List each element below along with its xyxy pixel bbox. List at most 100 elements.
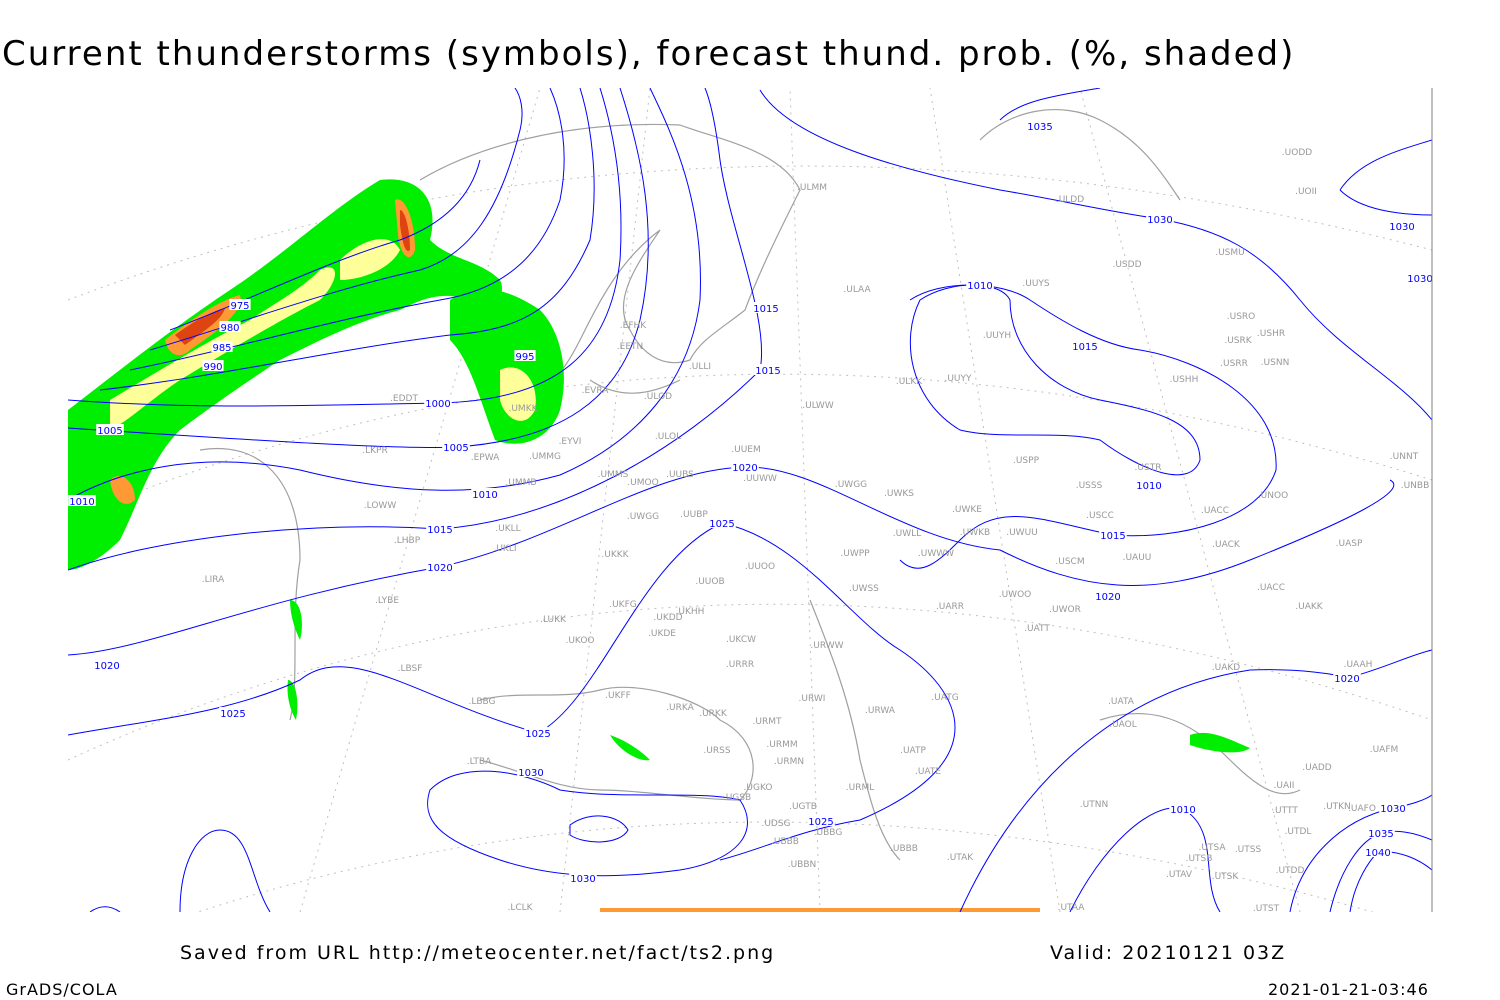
station-label: .UNNT — [1390, 452, 1419, 462]
station-label: .EETN — [617, 342, 643, 352]
isobar-label-background — [1388, 220, 1416, 231]
isobar-label: 1030 — [570, 874, 595, 885]
station-label: .URMT — [753, 717, 782, 727]
isobar-label-background — [517, 766, 545, 777]
station-label: .UTDD — [1276, 866, 1305, 876]
isobar-label: 1030 — [1389, 222, 1414, 233]
station-label: .UWPP — [840, 549, 870, 559]
station-label: .EYVI — [559, 437, 582, 447]
station-label: .UWLL — [893, 529, 921, 539]
isobar-label: 1030 — [1147, 215, 1172, 226]
station-label: .UKOO — [565, 636, 594, 646]
station-label: .USRO — [1227, 312, 1256, 322]
station-label: .UUEM — [731, 445, 761, 455]
coastlines — [199, 109, 1301, 861]
station-label: .UKHH — [676, 607, 705, 617]
station-label: .EFHK — [620, 321, 647, 331]
isobar-label-background — [1026, 120, 1054, 131]
station-label: .UTAV — [1166, 870, 1193, 880]
isobar-label: 1010 — [472, 490, 497, 501]
isobar-label: 1025 — [525, 729, 550, 740]
isobar-label: 1005 — [443, 443, 468, 454]
isobar-label: 1025 — [808, 817, 833, 828]
isobar-label: 975 — [230, 301, 249, 312]
station-label: .USRR — [1220, 359, 1248, 369]
station-label: .UTSB — [1186, 854, 1213, 864]
station-label: .EDDT — [390, 394, 418, 404]
isobar-labels: 975 980 985 990 995 1000 1005 1005 1010 1010 1010 1… — [68, 120, 1432, 885]
station-labels: .EDDT .LKPR .EPWA .UMMG .UMMB .EYVI .UMKK .EVRA… — [202, 148, 1430, 913]
station-label: .UDSG — [761, 819, 790, 829]
station-label: .UTSK — [1212, 872, 1240, 882]
isobar-label: 1035 — [1368, 829, 1393, 840]
station-label: .UWUU — [1006, 528, 1038, 538]
station-label: .UKDE — [648, 629, 676, 639]
station-label: .UASP — [1336, 539, 1363, 549]
isobar-label: 1030 — [1407, 274, 1432, 285]
isobar-label-background — [219, 707, 247, 718]
station-label: .UTSS — [1235, 845, 1262, 855]
station-label: .ULWW — [802, 401, 834, 411]
generated-timestamp: 2021-01-21-03:46 — [1268, 980, 1429, 999]
station-label: .URKA — [666, 703, 694, 713]
station-label: .UAFM — [1370, 745, 1399, 755]
isobar-label-background — [229, 299, 251, 310]
station-label: .LHBP — [394, 536, 421, 546]
station-label: .UWOO — [999, 590, 1032, 600]
isobar-label: 1035 — [1027, 122, 1052, 133]
station-label: .ULDD — [1056, 195, 1084, 205]
isobar-label: 1025 — [709, 519, 734, 530]
station-label: .UATG — [931, 693, 958, 703]
station-label: .UAKK — [1295, 602, 1324, 612]
station-label: .UUYH — [983, 331, 1011, 341]
station-label: .UBBB — [771, 837, 799, 847]
station-label: .UTSA — [1199, 843, 1227, 853]
isobar-label-background — [1169, 803, 1197, 814]
station-label: .UMMG — [529, 452, 561, 462]
station-label: .UTAA — [1058, 903, 1086, 913]
isobar-label-background — [1094, 590, 1122, 601]
isobar-label-background — [754, 364, 782, 375]
isobars — [68, 88, 1432, 912]
station-label: .URMM — [766, 740, 797, 750]
station-label: .UACC — [1257, 583, 1285, 593]
station-label: .UAKD — [1212, 663, 1241, 673]
isobar-label-background — [966, 279, 994, 290]
isobar-label-background — [96, 424, 124, 435]
isobar-label-background — [1379, 802, 1407, 813]
valid-time-text: Valid: 20210121 03Z — [1050, 942, 1287, 964]
isobar-label-background — [807, 815, 835, 826]
isobar-label-background — [1367, 827, 1395, 838]
station-label: .UBBB — [890, 844, 918, 854]
isobar-label: 1010 — [1136, 481, 1161, 492]
station-label: .LCLK — [507, 903, 533, 913]
station-label: .UAFO — [1348, 804, 1376, 814]
station-label: .UNBB — [1401, 481, 1430, 491]
station-label: .URWW — [810, 641, 843, 651]
station-label: .USNN — [1261, 358, 1290, 368]
map-title: Current thunderstorms (symbols), forecas… — [2, 34, 1296, 74]
station-label: .UTNN — [1080, 800, 1108, 810]
isobar-label: 1000 — [425, 399, 450, 410]
isobar-label-background — [93, 659, 121, 670]
station-label: .USMU — [1215, 248, 1245, 258]
isobar-label: 1015 — [1100, 531, 1125, 542]
station-label: .UWKB — [960, 528, 990, 538]
station-label: .EPWA — [471, 453, 500, 463]
isobar-label-background — [426, 523, 454, 534]
isobar-label-background — [1406, 272, 1432, 283]
isobar-label-background — [569, 872, 597, 883]
isobar-label: 985 — [212, 343, 231, 354]
isobar-label-background — [524, 727, 552, 738]
isobar-label-background — [708, 517, 736, 528]
isobar-label-background — [1364, 846, 1392, 857]
station-label: .UWKE — [952, 505, 982, 515]
isobar-label-background — [1071, 340, 1099, 351]
station-label: .LUKK — [540, 615, 567, 625]
station-label: .LYBE — [375, 596, 399, 606]
station-label: .UMMB — [505, 478, 536, 488]
isobar-label: 1020 — [1334, 674, 1359, 685]
station-label: .ULOD — [644, 392, 672, 402]
station-label: .UTTT — [1272, 806, 1298, 816]
